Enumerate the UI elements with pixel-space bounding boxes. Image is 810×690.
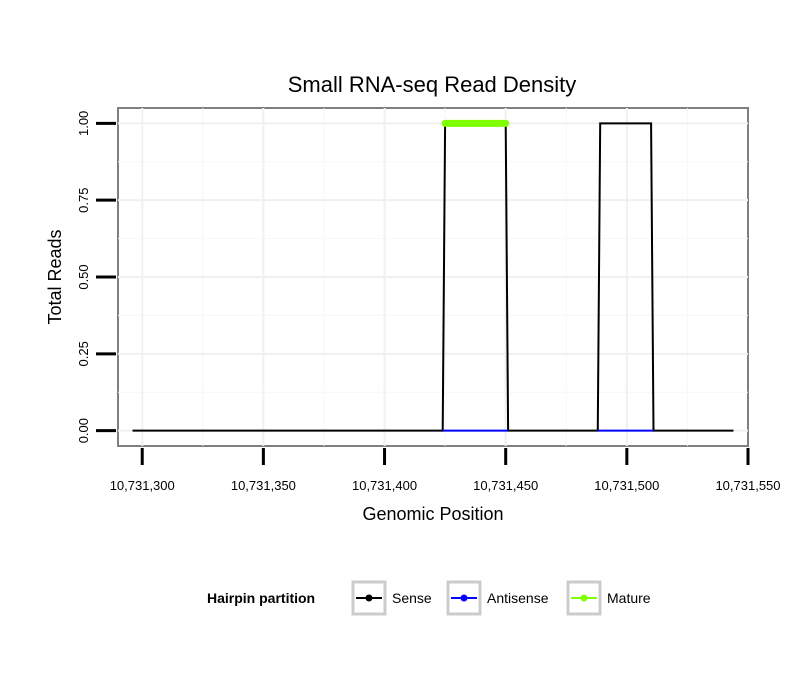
series-layer (132, 119, 734, 432)
legend-label-sense: Sense (392, 590, 432, 606)
y-tick-label: 0.00 (76, 418, 91, 443)
x-tick-label: 10,731,300 (110, 478, 175, 493)
legend-key-dot (580, 594, 588, 602)
y-tick-label: 0.25 (76, 341, 91, 366)
y-tick-label: 0.50 (76, 264, 91, 289)
legend-key-dot (460, 594, 468, 602)
x-tick-label: 10,731,350 (231, 478, 296, 493)
legend-title: Hairpin partition (207, 590, 315, 606)
x-tick-label: 10,731,500 (594, 478, 659, 493)
legend: Hairpin partition Sense Antisense Mature (207, 580, 651, 616)
x-tick-label: 10,731,450 (473, 478, 538, 493)
x-tick-label: 10,731,400 (352, 478, 417, 493)
chart-title: Small RNA-seq Read Density (288, 72, 577, 97)
x-tick-label: 10,731,550 (715, 478, 780, 493)
legend-label-antisense: Antisense (487, 590, 549, 606)
y-tick-label: 0.75 (76, 188, 91, 213)
y-axis: 0.00 0.25 0.50 0.75 1.00 (76, 111, 116, 443)
series-line-sense (132, 122, 734, 432)
legend-key-dot (365, 594, 373, 602)
y-tick-label: 1.00 (76, 111, 91, 136)
x-axis: 10,731,300 10,731,350 10,731,400 10,731,450… (110, 448, 781, 493)
legend-label-mature: Mature (607, 590, 651, 606)
y-axis-label: Total Reads (45, 229, 65, 324)
x-axis-label: Genomic Position (362, 504, 503, 524)
